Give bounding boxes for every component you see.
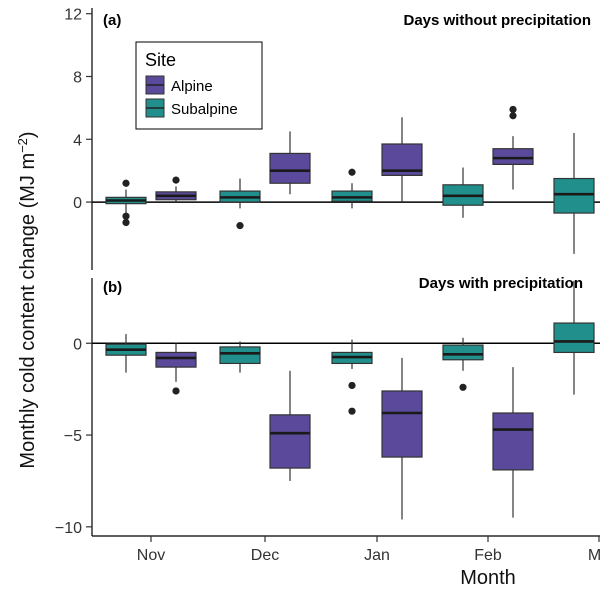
box-outlier <box>459 383 467 391</box>
panel-a-boxes <box>105 105 595 254</box>
x-tick-label: Ma <box>588 547 600 564</box>
panel-a-y-tick-label: 4 <box>73 132 82 149</box>
box-outlier <box>122 212 130 220</box>
box-body <box>553 322 595 354</box>
x-axis-ticks: Nov Dec Jan Feb Ma <box>137 536 600 564</box>
panel-a-y-tick-label: 0 <box>73 195 82 212</box>
box-jan-alpine <box>381 357 423 520</box>
y-axis-title-main: Monthly cold content change (MJ m <box>17 153 39 469</box>
box-outlier <box>348 381 356 390</box>
box-body <box>155 351 197 368</box>
legend-label-alpine: Alpine <box>171 78 213 95</box>
box-jan-alpine <box>381 117 423 203</box>
box-feb-subalpine <box>442 167 484 218</box>
box-dec-subalpine <box>219 341 261 373</box>
box-body <box>219 346 261 365</box>
box-outlier <box>509 112 517 120</box>
box-body <box>269 152 311 184</box>
box-body <box>492 412 534 471</box>
panel-a-y-ticks: 0 4 8 12 <box>64 7 92 212</box>
panel-b-boxes <box>105 280 595 520</box>
panel-a-y-tick-label: 8 <box>73 69 82 86</box>
x-tick-label: Jan <box>364 547 390 564</box>
box-body <box>492 148 534 166</box>
box-dec-alpine <box>269 370 311 481</box>
x-tick-label: Feb <box>474 547 502 564</box>
legend: Site Alpine Subalpine <box>135 41 263 130</box>
panel-b: −10 −5 0 (b) Days with precipitation <box>55 275 600 537</box>
box-body <box>269 414 311 469</box>
box-body <box>442 344 484 361</box>
box-outlier <box>509 105 517 114</box>
box-nov-subalpine <box>105 179 147 227</box>
box-body <box>381 390 423 458</box>
y-axis-title-close: ) <box>17 131 39 138</box>
box-outlier <box>236 222 244 230</box>
x-tick-label: Dec <box>251 547 279 564</box>
box-outlier <box>348 168 356 176</box>
box-jan-subalpine <box>331 168 373 209</box>
panel-b-title: Days with precipitation <box>419 275 583 292</box>
box-feb-alpine <box>492 105 534 190</box>
legend-label-subalpine: Subalpine <box>171 101 238 118</box>
panel-a: 0 4 8 12 (a) Days without precipitation <box>64 7 600 270</box>
box-outlier <box>172 176 180 184</box>
box-nov-subalpine <box>105 334 147 373</box>
legend-title: Site <box>145 50 176 70</box>
box-feb-subalpine <box>442 337 484 391</box>
panel-b-tag: (b) <box>103 279 122 296</box>
x-tick-label: Nov <box>137 547 165 564</box>
x-axis-title: Month <box>460 567 516 589</box>
box-nov-alpine <box>155 176 197 203</box>
panel-b-y-tick-label: 0 <box>73 336 82 353</box>
panel-a-tag: (a) <box>103 12 121 29</box>
y-axis-title-superscript: −2 <box>15 138 30 153</box>
box-dec-alpine <box>269 131 311 195</box>
box-outlier <box>172 387 180 395</box>
box-feb-alpine <box>492 367 534 518</box>
panel-b-y-tick-label: −10 <box>55 520 82 537</box>
panel-a-title: Days without precipitation <box>403 12 591 29</box>
y-axis-title: Monthly cold content change (MJ m−2) <box>15 131 39 468</box>
box-outlier <box>122 218 130 227</box>
box-jan-subalpine <box>331 339 373 415</box>
panel-b-y-ticks: −10 −5 0 <box>55 336 92 537</box>
box-body <box>553 177 595 214</box>
box-outlier <box>122 179 130 187</box>
box-ma-subalpine <box>553 280 595 395</box>
box-nov-alpine <box>155 343 197 395</box>
box-ma-subalpine <box>553 133 595 254</box>
panel-b-y-tick-label: −5 <box>64 428 82 445</box>
box-outlier <box>348 407 356 415</box>
box-dec-subalpine <box>219 178 261 230</box>
panel-a-y-tick-label: 12 <box>64 7 82 24</box>
